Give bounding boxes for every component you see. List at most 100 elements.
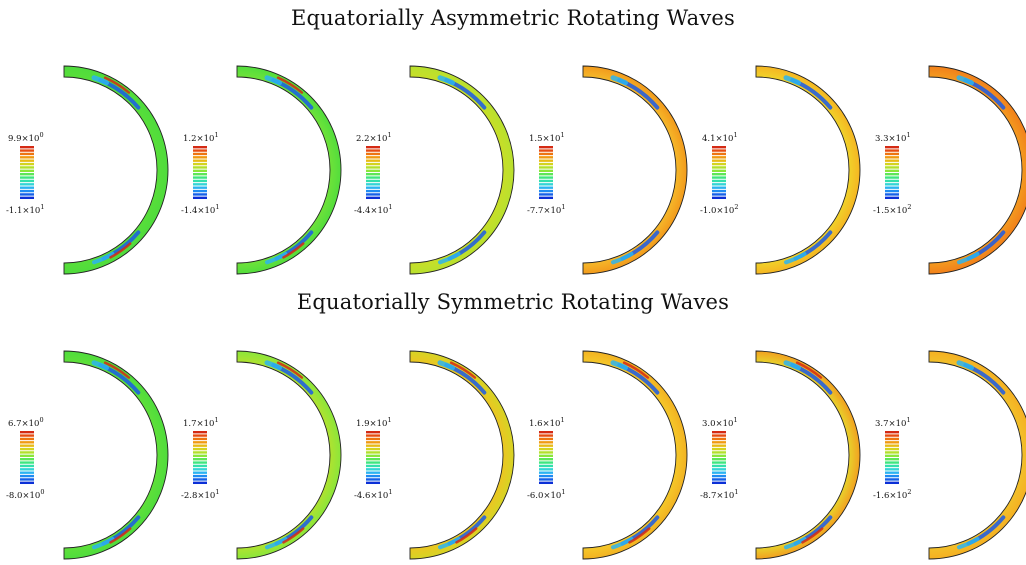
colorbar-max-mantissa: 1.7×10 bbox=[183, 418, 215, 429]
colorbar-step bbox=[539, 189, 553, 193]
colorbar-step bbox=[885, 441, 899, 444]
colorbar-max-label: 1.5×101 bbox=[529, 131, 565, 144]
colorbar-step bbox=[366, 447, 380, 451]
wave-cyan-north bbox=[91, 360, 109, 371]
colorbar-step bbox=[885, 196, 899, 200]
colorbar-step bbox=[193, 193, 207, 196]
colorbar-max-mantissa: 6.7×10 bbox=[8, 418, 40, 429]
wave-red-north bbox=[622, 361, 650, 379]
colorbar-step bbox=[366, 474, 380, 478]
shell-field bbox=[64, 351, 168, 559]
colorbar-step bbox=[885, 478, 899, 481]
colorbar-step bbox=[539, 169, 553, 173]
colorbar-step bbox=[366, 464, 380, 468]
colorbar-min-exponent: 1 bbox=[215, 488, 220, 496]
colorbar-step bbox=[20, 461, 34, 464]
colorbar-min-mantissa: -4.6×10 bbox=[354, 490, 389, 501]
colorbar-step bbox=[366, 478, 380, 481]
shell-outline bbox=[63, 350, 169, 560]
colorbar-step bbox=[193, 468, 207, 471]
colorbar-step bbox=[885, 447, 899, 451]
colorbar-step bbox=[366, 169, 380, 173]
colorbar-max-exponent: 1 bbox=[733, 131, 738, 139]
shell-outline bbox=[63, 65, 169, 275]
colorbar-step bbox=[885, 189, 899, 193]
colorbar-step bbox=[712, 146, 726, 149]
colorbar-min-label: -1.5×102 bbox=[873, 203, 911, 216]
colorbar bbox=[193, 431, 207, 485]
colorbar-step bbox=[193, 444, 207, 447]
colorbar-step bbox=[712, 474, 726, 478]
colorbar-step bbox=[193, 461, 207, 464]
colorbar-step bbox=[885, 454, 899, 458]
colorbar-step bbox=[712, 481, 726, 485]
row-title-symmetric: Equatorially Symmetric Rotating Waves bbox=[296, 290, 730, 314]
colorbar-max-exponent: 1 bbox=[387, 131, 392, 139]
shell-panel: 3.0×101 -8.7×101 bbox=[692, 345, 863, 565]
colorbar-min-mantissa: -8.7×10 bbox=[700, 490, 735, 501]
colorbar-step bbox=[539, 464, 553, 468]
wave-cyan-north bbox=[264, 75, 282, 86]
colorbar-step bbox=[366, 166, 380, 169]
shell-field bbox=[410, 351, 514, 559]
colorbar-step bbox=[712, 451, 726, 454]
colorbar-step bbox=[193, 146, 207, 149]
wave-red-south bbox=[455, 527, 478, 544]
wave-cyan-north bbox=[437, 360, 455, 371]
colorbar-step bbox=[193, 179, 207, 183]
colorbar-min-label: -1.4×101 bbox=[181, 203, 219, 216]
colorbar-min-exponent: 1 bbox=[40, 203, 45, 211]
shell-field bbox=[237, 66, 341, 274]
colorbar-max-label: 3.3×101 bbox=[875, 131, 911, 144]
colorbar-max-label: 4.1×101 bbox=[702, 131, 738, 144]
colorbar-step bbox=[20, 431, 34, 434]
shell-panel: 3.7×101 -1.6×102 bbox=[865, 345, 1026, 565]
colorbar bbox=[539, 146, 553, 200]
colorbar-step bbox=[193, 156, 207, 159]
shell-slice bbox=[409, 350, 515, 560]
colorbar-step bbox=[885, 176, 899, 179]
shell-panel: 9.9×100 -1.1×101 bbox=[0, 60, 171, 280]
colorbar bbox=[712, 146, 726, 200]
colorbar-step bbox=[20, 176, 34, 179]
shell-slice bbox=[409, 65, 515, 275]
colorbar-max-exponent: 1 bbox=[906, 131, 911, 139]
colorbar-step bbox=[885, 193, 899, 196]
colorbar-step bbox=[366, 471, 380, 474]
colorbar-step bbox=[366, 444, 380, 447]
colorbar-max-exponent: 1 bbox=[560, 131, 565, 139]
colorbar-step bbox=[20, 169, 34, 173]
colorbar-step bbox=[885, 179, 899, 183]
colorbar-step bbox=[20, 152, 34, 156]
colorbar-step bbox=[366, 146, 380, 149]
colorbar-step bbox=[712, 471, 726, 474]
shell-outline bbox=[236, 65, 342, 275]
wave-red-north bbox=[103, 76, 131, 94]
colorbar-step bbox=[20, 189, 34, 193]
colorbar-step bbox=[20, 454, 34, 458]
shell-field bbox=[410, 66, 514, 274]
colorbar-min-label: -1.1×101 bbox=[6, 203, 44, 216]
shell-panel: 1.5×101 -7.7×101 bbox=[519, 60, 690, 280]
wave-cyan-south bbox=[92, 252, 115, 265]
colorbar-step bbox=[885, 169, 899, 173]
colorbar-step bbox=[712, 186, 726, 189]
colorbar-min-label: -8.0×100 bbox=[6, 488, 44, 501]
colorbar-min-exponent: 1 bbox=[215, 203, 220, 211]
colorbar bbox=[885, 431, 899, 485]
shell-outline bbox=[928, 350, 1026, 560]
wave-cyan-south bbox=[265, 537, 288, 550]
colorbar-min-exponent: 1 bbox=[388, 488, 393, 496]
colorbar-step bbox=[885, 152, 899, 156]
colorbar-step bbox=[539, 176, 553, 179]
colorbar-step bbox=[539, 152, 553, 156]
shell-field bbox=[583, 66, 687, 274]
shell-slice bbox=[755, 65, 861, 275]
wave-red-north bbox=[276, 76, 304, 94]
colorbar-step bbox=[885, 481, 899, 485]
colorbar-step bbox=[193, 152, 207, 156]
colorbar-max-label: 1.7×101 bbox=[183, 416, 219, 429]
colorbar-step bbox=[20, 468, 34, 471]
colorbar-step bbox=[712, 441, 726, 444]
colorbar-step bbox=[885, 159, 899, 162]
